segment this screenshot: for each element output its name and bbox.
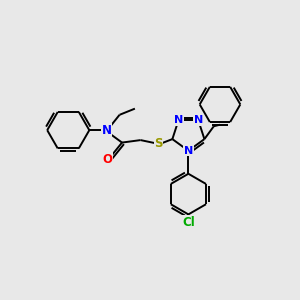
Text: N: N [174, 115, 183, 125]
Text: N: N [184, 146, 193, 156]
Text: N: N [102, 124, 112, 137]
Text: S: S [154, 136, 163, 150]
Text: N: N [194, 115, 203, 125]
Text: Cl: Cl [182, 216, 195, 229]
Text: O: O [103, 153, 112, 166]
